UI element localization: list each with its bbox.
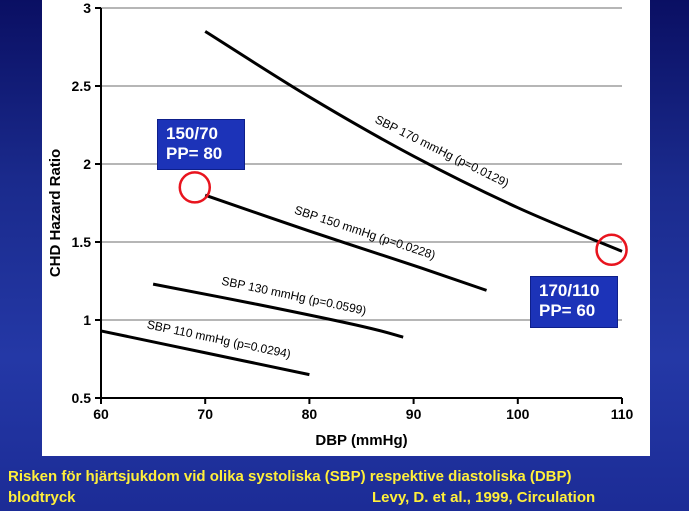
y-tick-label-3: 2 <box>83 156 91 172</box>
axes: 0.5 1 1.5 2 2.5 3 60 70 80 90 100 110 DBP (mmHg) CHD … <box>47 0 634 449</box>
annotation-170-110: 170/110 PP= 60 <box>530 276 618 328</box>
chart-panel: SBP 170 mmHg (p=0.0129) SBP 150 mmHg (p=0… <box>42 0 650 456</box>
annotation-150-70-line2: PP= 80 <box>166 144 223 163</box>
y-tick-label-0: 0.5 <box>72 390 92 406</box>
x-tick-label-5: 110 <box>611 406 634 422</box>
annotation-150-70-line1: 150/70 <box>166 124 218 143</box>
series-line-2 <box>152 282 404 339</box>
caption-line1: Risken för hjärtsjukdom vid olika systol… <box>8 468 572 485</box>
citation: Levy, D. et al., 1999, Circulation <box>372 489 596 506</box>
y-tick-label-5: 3 <box>83 0 91 16</box>
x-tick-label-4: 100 <box>506 406 530 422</box>
series-line-3 <box>100 329 310 377</box>
x-tick-label-0: 60 <box>93 406 109 422</box>
caption-line2: blodtryck <box>8 489 76 506</box>
annotation-170-110-line2: PP= 60 <box>539 301 596 320</box>
x-tick-label-2: 80 <box>302 406 318 422</box>
x-tick-label-3: 90 <box>406 406 422 422</box>
highlight-circle-0 <box>178 171 212 204</box>
x-axis-title: DBP (mmHg) <box>315 432 407 449</box>
annotation-170-110-line1: 170/110 <box>539 281 600 300</box>
grid <box>101 7 622 399</box>
y-tick-label-1: 1 <box>83 312 91 328</box>
series-line-0 <box>204 30 623 253</box>
series-line-1 <box>204 193 488 292</box>
highlight-group <box>178 171 628 267</box>
x-tick-label-1: 70 <box>197 406 213 422</box>
series-label-0: SBP 170 mmHg (p=0.0129) <box>373 112 511 190</box>
annotation-150-70: 150/70 PP= 80 <box>157 119 245 170</box>
y-tick-label-4: 2.5 <box>72 78 92 94</box>
y-tick-label-2: 1.5 <box>72 234 92 250</box>
chart: SBP 170 mmHg (p=0.0129)SBP 150 mmHg (p=0… <box>47 0 634 449</box>
y-axis-title: CHD Hazard Ratio <box>47 149 64 277</box>
highlight-circle-1 <box>595 233 628 267</box>
